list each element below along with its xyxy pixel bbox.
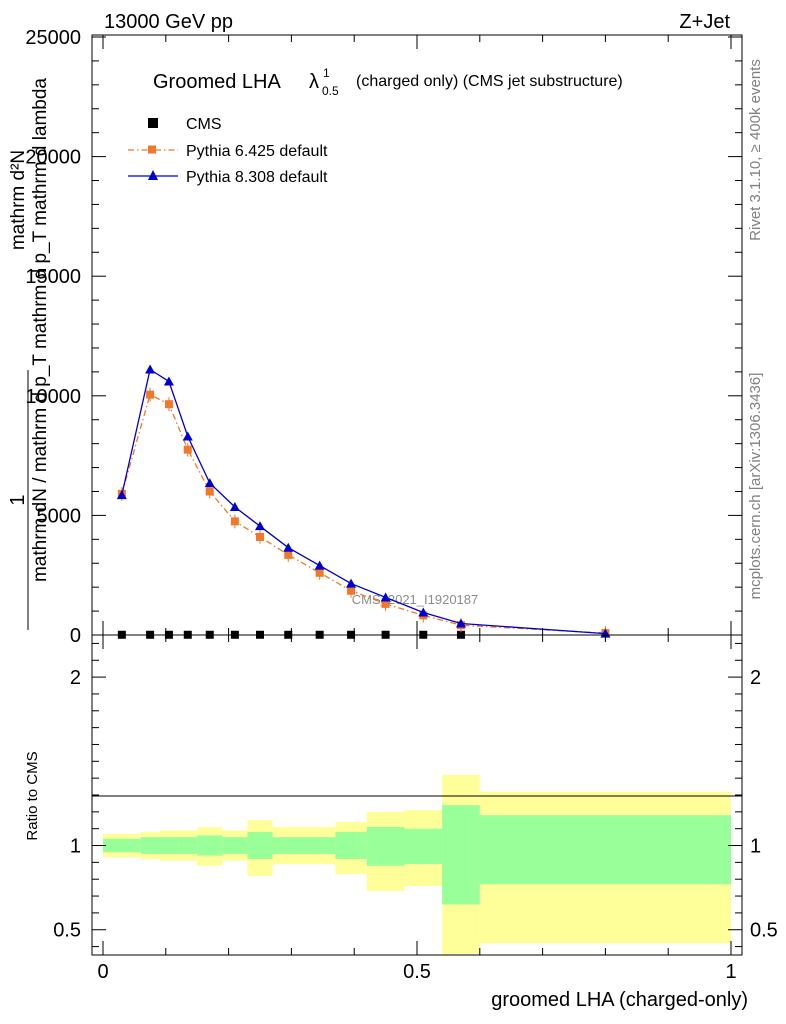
ratio-y-tick-label: 1 bbox=[70, 836, 81, 858]
legend-cms-label: CMS bbox=[186, 116, 222, 133]
plot-title-sub: 0.5 bbox=[322, 84, 339, 98]
main-y-axis-label: 1 mathrm dN / mathrm d p_T mathrm d p_T … bbox=[7, 78, 51, 630]
plot-title-lambda: λ bbox=[309, 71, 319, 93]
energy-label: 13000 GeV pp bbox=[104, 11, 233, 33]
legend-pythia6-marker bbox=[148, 145, 156, 154]
ratio-stat-uncertainty-band bbox=[103, 838, 141, 853]
ratio-stat-uncertainty-band bbox=[442, 805, 480, 905]
series-point-triangle bbox=[182, 431, 193, 441]
ratio-stat-uncertainty-band bbox=[178, 837, 198, 854]
x-axis-label: groomed LHA (charged-only) bbox=[491, 989, 748, 1011]
ratio-stat-uncertainty-band bbox=[272, 837, 304, 854]
series-point-triangle bbox=[229, 502, 240, 512]
ratio-y-label: Ratio to CMS bbox=[24, 751, 41, 840]
main-plot: 0 5000 10000 15000 20000 25000 CMS_2021_I1920… bbox=[25, 27, 743, 647]
legend-pythia8-marker bbox=[148, 170, 158, 180]
ratio-stat-uncertainty-band bbox=[335, 832, 367, 859]
main-y-tick-label: 25000 bbox=[25, 27, 81, 49]
series-point-triangle bbox=[380, 592, 391, 602]
analysis-label: CMS_2021_I1920187 bbox=[352, 592, 479, 607]
ratio-y-tick-label-right: 1 bbox=[750, 836, 761, 858]
series-line-1 bbox=[121, 393, 606, 634]
ratio-stat-uncertainty-band bbox=[222, 837, 248, 854]
main-y-tick-label: 0 bbox=[70, 625, 81, 647]
series-point-triangle bbox=[116, 490, 127, 500]
ratio-stat-uncertainty-band bbox=[197, 835, 223, 856]
x-tick-label: 0.5 bbox=[403, 961, 431, 983]
plot-title-sup: 1 bbox=[323, 66, 330, 80]
x-tick-label: 0 bbox=[97, 961, 108, 983]
legend: CMS Pythia 6.425 default Pythia 8.308 de… bbox=[128, 116, 328, 186]
ratio-y-tick-label-right: 0.5 bbox=[750, 920, 778, 942]
ratio-stat-uncertainty-band bbox=[247, 832, 273, 859]
series-point-triangle bbox=[418, 607, 429, 617]
ratio-x-ticks: 0 0.5 1 bbox=[97, 635, 737, 983]
plot-title-suffix: (charged only) (CMS jet substructure) bbox=[356, 73, 623, 90]
ratio-stat-uncertainty-band bbox=[140, 837, 160, 854]
ratio-stat-uncertainty-band bbox=[303, 837, 336, 854]
rivet-version-label: Rivet 3.1.10, ≥ 400k events bbox=[747, 59, 764, 241]
main-y-label-denominator: mathrm dN / mathrm d p_T mathrm d p_T ma… bbox=[30, 78, 51, 582]
main-y-tick-label: 20000 bbox=[25, 147, 81, 169]
ratio-stat-uncertainty-band bbox=[366, 827, 405, 866]
series-point-triangle bbox=[163, 376, 174, 386]
main-y-label-fraction-one: 1 bbox=[7, 494, 29, 505]
main-y-tick-label: 5000 bbox=[37, 505, 82, 527]
main-y-label-numerator: mathrm d²N bbox=[8, 150, 29, 250]
ratio-plot: 0.5 0.51 12 2 0 0.5 1 Ratio to CMS groomed LH… bbox=[24, 634, 778, 1011]
ratio-stat-uncertainty-band bbox=[404, 828, 443, 865]
legend-pythia8-label: Pythia 8.308 default bbox=[186, 169, 328, 186]
x-tick-label: 1 bbox=[725, 961, 736, 983]
plot-title: Groomed LHA λ 1 0.5 (charged only) (CMS … bbox=[153, 66, 623, 98]
ratio-y-ticks: 0.5 0.5 1 1 2 2 bbox=[53, 642, 778, 948]
series-point-triangle bbox=[145, 364, 156, 374]
series-point-triangle bbox=[346, 578, 357, 588]
main-y-tick-label: 10000 bbox=[25, 386, 81, 408]
ratio-y-tick-label: 2 bbox=[70, 667, 81, 689]
series-line-2 bbox=[121, 368, 606, 635]
ratio-stat-uncertainty-band bbox=[479, 815, 731, 885]
series-point-triangle bbox=[255, 521, 265, 531]
legend-item-pythia6: Pythia 6.425 default bbox=[128, 143, 328, 160]
legend-cms-marker bbox=[148, 118, 158, 128]
legend-pythia6-label: Pythia 6.425 default bbox=[186, 143, 328, 160]
series-point-triangle bbox=[204, 478, 215, 488]
series-point-triangle bbox=[283, 542, 294, 552]
legend-item-cms: CMS bbox=[148, 116, 222, 133]
series-point-triangle bbox=[455, 618, 466, 628]
process-label: Z+Jet bbox=[679, 11, 730, 33]
ratio-y-tick-label: 0.5 bbox=[53, 920, 81, 942]
main-y-tick-label: 15000 bbox=[25, 266, 81, 288]
mcplots-label: mcplots.cern.ch [arXiv:1306.3436] bbox=[747, 373, 764, 600]
ratio-y-tick-label-right: 2 bbox=[750, 667, 761, 689]
ratio-stat-uncertainty-band bbox=[159, 837, 179, 854]
plot-title-main: Groomed LHA bbox=[153, 71, 281, 93]
legend-item-pythia8: Pythia 8.308 default bbox=[128, 169, 328, 186]
series-point-triangle bbox=[314, 560, 325, 570]
main-y-ticks: 0 5000 10000 15000 20000 25000 bbox=[25, 27, 742, 647]
ratio-bands bbox=[103, 774, 731, 954]
